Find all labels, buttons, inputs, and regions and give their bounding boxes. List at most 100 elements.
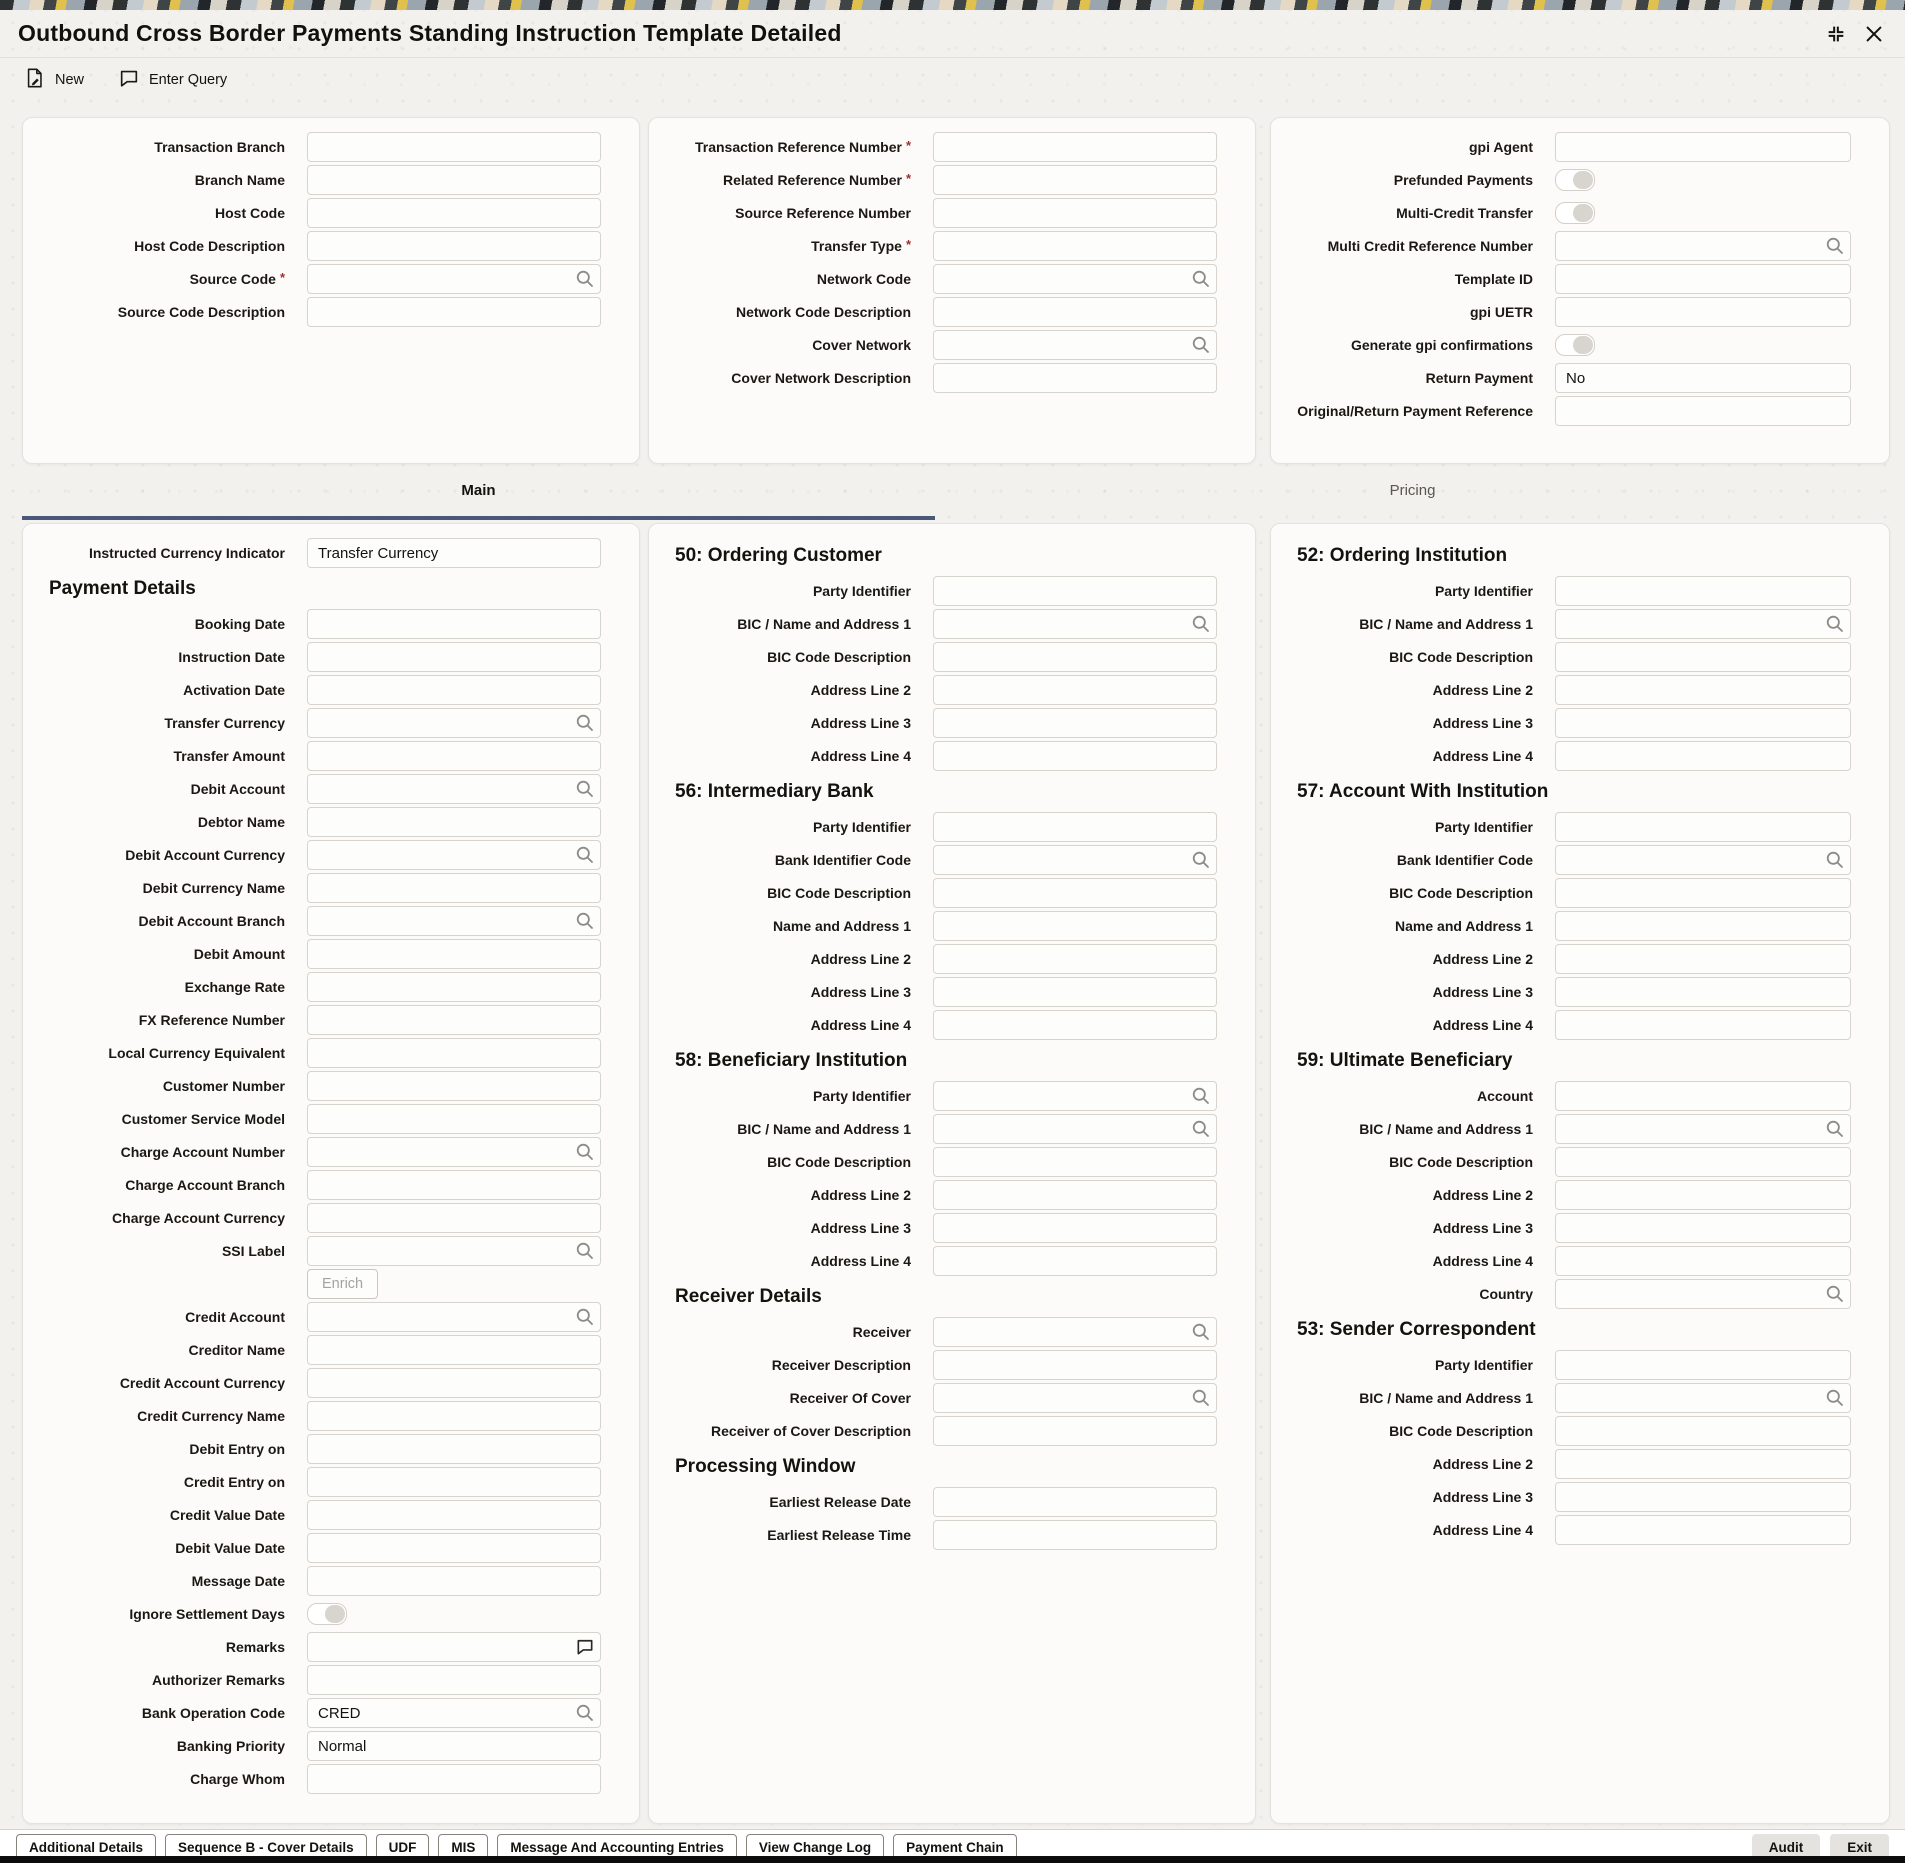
bic-name-and-address-1-field[interactable]	[1555, 609, 1851, 639]
debit-amount-field[interactable]	[307, 939, 601, 969]
gpi-agent-field[interactable]	[1555, 132, 1851, 162]
earliest-release-time-field[interactable]	[933, 1520, 1217, 1550]
remarks-bubble-icon[interactable]	[575, 1637, 595, 1657]
address-line-4-field[interactable]	[1555, 1246, 1851, 1276]
debit-account-field[interactable]	[307, 774, 601, 804]
bic-code-description-field[interactable]	[933, 642, 1217, 672]
bic-name-and-address-1-field[interactable]	[1555, 1114, 1851, 1144]
customer-service-model-field[interactable]	[307, 1104, 601, 1134]
address-line-2-field[interactable]	[933, 944, 1217, 974]
search-icon[interactable]	[575, 269, 595, 289]
credit-account-field[interactable]	[307, 1302, 601, 1332]
transfer-type-field[interactable]	[933, 231, 1217, 261]
search-icon[interactable]	[575, 779, 595, 799]
search-icon[interactable]	[575, 1142, 595, 1162]
cover-network-description-field[interactable]	[933, 363, 1217, 393]
transaction-reference-number-field[interactable]	[933, 132, 1217, 162]
bic-code-description-field[interactable]	[1555, 1416, 1851, 1446]
debit-entry-on-field[interactable]	[307, 1434, 601, 1464]
template-id-field[interactable]	[1555, 264, 1851, 294]
search-icon[interactable]	[1825, 1388, 1845, 1408]
maximize-icon[interactable]	[1825, 23, 1847, 45]
bic-code-description-field[interactable]	[933, 1147, 1217, 1177]
network-code-description-field[interactable]	[933, 297, 1217, 327]
bic-name-and-address-1-field[interactable]	[933, 609, 1217, 639]
address-line-4-field[interactable]	[1555, 1515, 1851, 1545]
address-line-4-field[interactable]	[1555, 1010, 1851, 1040]
tab-pricing[interactable]: Pricing	[1389, 481, 1436, 499]
banking-priority-field[interactable]: Normal	[307, 1731, 601, 1761]
booking-date-field[interactable]	[307, 609, 601, 639]
source-code-description-field[interactable]	[307, 297, 601, 327]
return-payment-field[interactable]: No	[1555, 363, 1851, 393]
original-return-payment-reference-field[interactable]	[1555, 396, 1851, 426]
activation-date-field[interactable]	[307, 675, 601, 705]
address-line-3-field[interactable]	[1555, 1213, 1851, 1243]
search-icon[interactable]	[1825, 1284, 1845, 1304]
address-line-3-field[interactable]	[933, 977, 1217, 1007]
search-icon[interactable]	[1191, 269, 1211, 289]
bic-code-description-field[interactable]	[933, 878, 1217, 908]
party-identifier-field[interactable]	[1555, 1350, 1851, 1380]
credit-currency-name-field[interactable]	[307, 1401, 601, 1431]
transfer-amount-field[interactable]	[307, 741, 601, 771]
enter-query-button[interactable]: Enter Query	[118, 67, 227, 93]
receiver-field[interactable]	[933, 1317, 1217, 1347]
address-line-2-field[interactable]	[933, 1180, 1217, 1210]
search-icon[interactable]	[1191, 1086, 1211, 1106]
search-icon[interactable]	[1825, 850, 1845, 870]
gpi-uetr-field[interactable]	[1555, 297, 1851, 327]
local-currency-equivalent-field[interactable]	[307, 1038, 601, 1068]
search-icon[interactable]	[575, 1703, 595, 1723]
creditor-name-field[interactable]	[307, 1335, 601, 1365]
search-icon[interactable]	[1191, 614, 1211, 634]
charge-account-currency-field[interactable]	[307, 1203, 601, 1233]
search-icon[interactable]	[575, 1241, 595, 1261]
address-line-2-field[interactable]	[1555, 675, 1851, 705]
address-line-2-field[interactable]	[1555, 1180, 1851, 1210]
search-icon[interactable]	[1191, 850, 1211, 870]
debtor-name-field[interactable]	[307, 807, 601, 837]
address-line-3-field[interactable]	[1555, 708, 1851, 738]
bic-code-description-field[interactable]	[1555, 1147, 1851, 1177]
instruction-date-field[interactable]	[307, 642, 601, 672]
debit-value-date-field[interactable]	[307, 1533, 601, 1563]
credit-entry-on-field[interactable]	[307, 1467, 601, 1497]
ssi-label-field[interactable]	[307, 1236, 601, 1266]
name-and-address-1-field[interactable]	[933, 911, 1217, 941]
message-date-field[interactable]	[307, 1566, 601, 1596]
address-line-3-field[interactable]	[933, 1213, 1217, 1243]
transaction-branch-field[interactable]	[307, 132, 601, 162]
generate-gpi-confirmations-toggle[interactable]	[1555, 334, 1595, 356]
address-line-2-field[interactable]	[933, 675, 1217, 705]
debit-account-branch-field[interactable]	[307, 906, 601, 936]
address-line-3-field[interactable]	[1555, 977, 1851, 1007]
prefunded-payments-toggle[interactable]	[1555, 169, 1595, 191]
receiver-of-cover-field[interactable]	[933, 1383, 1217, 1413]
address-line-2-field[interactable]	[1555, 944, 1851, 974]
bic-code-description-field[interactable]	[1555, 642, 1851, 672]
search-icon[interactable]	[1191, 1322, 1211, 1342]
search-icon[interactable]	[575, 911, 595, 931]
search-icon[interactable]	[1825, 1119, 1845, 1139]
search-icon[interactable]	[1825, 236, 1845, 256]
address-line-4-field[interactable]	[1555, 741, 1851, 771]
branch-name-field[interactable]	[307, 165, 601, 195]
debit-currency-name-field[interactable]	[307, 873, 601, 903]
transfer-currency-field[interactable]	[307, 708, 601, 738]
bank-operation-code-field[interactable]: CRED	[307, 1698, 601, 1728]
account-field[interactable]	[1555, 1081, 1851, 1111]
search-icon[interactable]	[1825, 614, 1845, 634]
bic-name-and-address-1-field[interactable]	[1555, 1383, 1851, 1413]
receiver-description-field[interactable]	[933, 1350, 1217, 1380]
related-reference-number-field[interactable]	[933, 165, 1217, 195]
search-icon[interactable]	[1191, 1119, 1211, 1139]
party-identifier-field[interactable]	[933, 1081, 1217, 1111]
charge-account-branch-field[interactable]	[307, 1170, 601, 1200]
address-line-3-field[interactable]	[1555, 1482, 1851, 1512]
source-reference-number-field[interactable]	[933, 198, 1217, 228]
network-code-field[interactable]	[933, 264, 1217, 294]
customer-number-field[interactable]	[307, 1071, 601, 1101]
close-icon[interactable]	[1863, 23, 1885, 45]
bic-name-and-address-1-field[interactable]	[933, 1114, 1217, 1144]
